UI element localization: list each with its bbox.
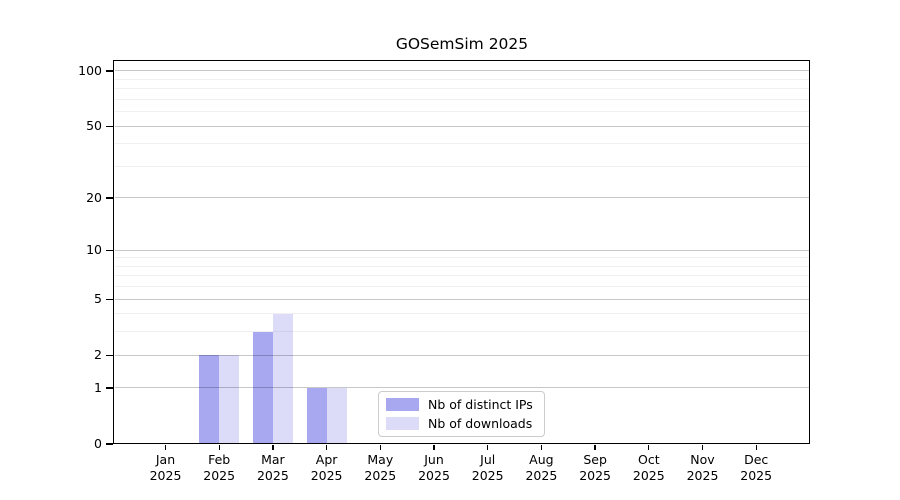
legend-swatch-downloads bbox=[386, 417, 419, 430]
x-tick-label: Oct 2025 bbox=[621, 452, 677, 483]
x-tick bbox=[379, 445, 381, 450]
gridline-minor bbox=[115, 98, 809, 100]
x-tick-label: Jan 2025 bbox=[138, 452, 194, 483]
y-tick bbox=[106, 354, 113, 356]
legend-swatch-distinct-ips bbox=[386, 398, 419, 411]
legend-item-distinct-ips: Nb of distinct IPs bbox=[386, 397, 537, 412]
legend-item-downloads: Nb of downloads bbox=[386, 416, 537, 431]
x-tick-label: Feb 2025 bbox=[191, 452, 247, 483]
x-tick bbox=[755, 445, 757, 450]
x-tick-label: Jul 2025 bbox=[460, 452, 516, 483]
y-tick-label: 20 bbox=[86, 189, 102, 205]
y-tick-label: 1 bbox=[94, 379, 102, 395]
y-tick bbox=[106, 125, 113, 127]
gridline-major bbox=[115, 125, 809, 127]
x-tick-label: Nov 2025 bbox=[675, 452, 731, 483]
y-tick bbox=[106, 249, 113, 251]
bar-distinct-ips-apr bbox=[306, 387, 327, 444]
x-tick bbox=[218, 445, 220, 450]
x-tick bbox=[164, 445, 167, 450]
x-tick bbox=[325, 445, 328, 450]
gridline-major bbox=[115, 70, 809, 72]
gridline-minor bbox=[115, 286, 809, 288]
gridline-minor bbox=[115, 257, 809, 259]
x-tick bbox=[594, 445, 596, 450]
legend-label-downloads: Nb of downloads bbox=[428, 416, 533, 431]
x-tick bbox=[648, 445, 650, 450]
y-tick-label: 10 bbox=[86, 242, 102, 258]
x-tick-label: Dec 2025 bbox=[728, 452, 784, 483]
x-tick-year: 2025 bbox=[310, 467, 343, 483]
x-tick-year: 2025 bbox=[149, 467, 182, 483]
y-tick bbox=[106, 298, 113, 300]
gridline-major bbox=[115, 298, 809, 300]
gridline-minor bbox=[115, 78, 809, 80]
y-tick bbox=[106, 197, 113, 199]
bar-downloads-feb bbox=[219, 355, 240, 444]
gridline-major bbox=[115, 387, 809, 389]
y-tick bbox=[106, 443, 113, 445]
gridline-minor bbox=[115, 331, 809, 333]
x-tick-year: 2025 bbox=[364, 467, 397, 483]
y-tick-label: 100 bbox=[78, 62, 102, 78]
gridline-minor bbox=[115, 143, 809, 145]
gridline-minor bbox=[115, 275, 809, 277]
x-tick-year: 2025 bbox=[418, 467, 450, 483]
x-tick bbox=[540, 445, 543, 450]
x-tick-year: 2025 bbox=[256, 467, 289, 483]
gridline-major bbox=[115, 249, 809, 251]
x-tick-label: Jun 2025 bbox=[406, 452, 462, 483]
x-tick-label: Sep 2025 bbox=[567, 452, 623, 483]
gridline-major bbox=[115, 354, 809, 356]
y-tick-label: 0 bbox=[94, 436, 102, 451]
x-tick-year: 2025 bbox=[740, 467, 773, 483]
legend-label-distinct-ips: Nb of distinct IPs bbox=[428, 397, 533, 412]
gridline-major bbox=[115, 197, 809, 199]
x-tick bbox=[272, 445, 274, 450]
x-tick-year: 2025 bbox=[471, 467, 504, 483]
x-tick-label: Mar 2025 bbox=[245, 452, 301, 483]
y-tick-label: 5 bbox=[94, 291, 102, 307]
gridline-minor bbox=[115, 313, 809, 315]
bar-downloads-mar bbox=[272, 313, 293, 444]
y-tick bbox=[106, 387, 113, 389]
x-tick-year: 2025 bbox=[579, 467, 611, 483]
x-tick bbox=[433, 445, 435, 450]
y-tick-label: 2 bbox=[94, 347, 102, 363]
bar-downloads-apr bbox=[326, 387, 347, 444]
gridline-minor bbox=[115, 265, 809, 267]
bar-distinct-ips-mar bbox=[252, 331, 273, 444]
x-tick bbox=[487, 445, 489, 450]
chart-title: GOSemSim 2025 bbox=[395, 35, 529, 53]
y-tick-label: 50 bbox=[86, 118, 102, 134]
x-tick-year: 2025 bbox=[203, 467, 236, 483]
x-tick-label: Apr 2025 bbox=[299, 452, 355, 483]
legend: Nb of distinct IPs Nb of downloads bbox=[378, 391, 545, 437]
x-tick bbox=[701, 445, 704, 450]
gridline-minor bbox=[115, 88, 809, 90]
y-tick bbox=[106, 70, 113, 72]
x-tick-label: Aug 2025 bbox=[513, 452, 569, 483]
x-tick-label: May 2025 bbox=[352, 452, 408, 483]
gridline-minor bbox=[115, 111, 809, 113]
x-tick-year: 2025 bbox=[632, 467, 665, 483]
bar-distinct-ips-feb bbox=[199, 355, 220, 444]
x-tick-year: 2025 bbox=[525, 467, 558, 483]
x-tick-year: 2025 bbox=[686, 467, 719, 483]
gridline-minor bbox=[115, 165, 809, 167]
